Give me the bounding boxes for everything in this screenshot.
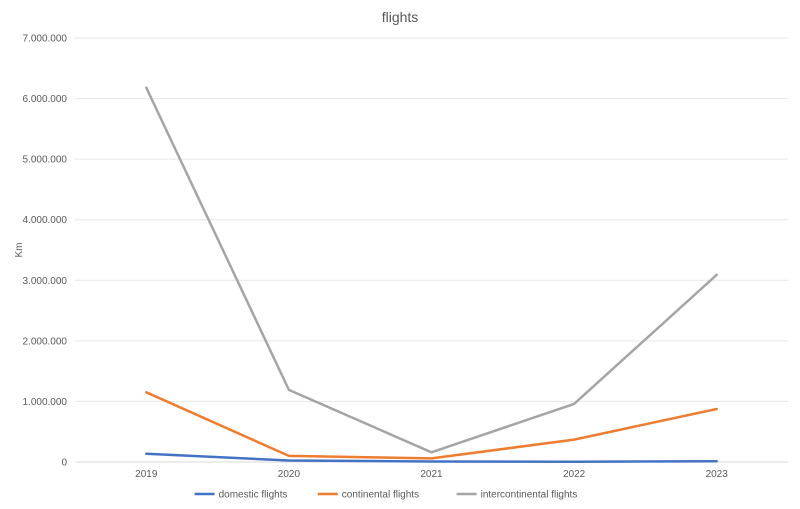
- y-tick-label: 2.000.000: [23, 336, 68, 347]
- legend-label: continental flights: [342, 490, 419, 501]
- series-lines: [145, 86, 718, 463]
- y-axis-title: Km: [14, 243, 25, 258]
- y-tick-label: 4.000.000: [23, 215, 68, 226]
- series-line-intercontinental-flights: [145, 86, 718, 454]
- x-tick-label: 2022: [563, 469, 586, 480]
- x-tick-label: 2019: [135, 469, 158, 480]
- legend: domestic flights continental flights inter…: [194, 490, 578, 501]
- y-tick-label: 0: [61, 458, 67, 469]
- chart-title: flights: [382, 9, 419, 25]
- y-tick-label: 5.000.000: [23, 155, 68, 166]
- y-axis-tick-labels: 0 1.000.000 2.000.000 3.000.000 4.000.000 5.0…: [23, 34, 68, 469]
- series-line-continental-flights: [145, 391, 718, 460]
- gridlines: [75, 37, 788, 463]
- legend-label: domestic flights: [219, 490, 288, 501]
- y-tick-label: 7.000.000: [23, 34, 68, 45]
- x-tick-label: 2023: [706, 469, 729, 480]
- x-tick-label: 2021: [420, 469, 443, 480]
- series-line-domestic-flights: [145, 452, 718, 463]
- legend-label: intercontinental flights: [481, 490, 578, 501]
- y-tick-label: 6.000.000: [23, 94, 68, 105]
- y-tick-label: 3.000.000: [23, 276, 68, 287]
- y-tick-label: 1.000.000: [23, 397, 68, 408]
- x-tick-label: 2020: [278, 469, 301, 480]
- x-axis-tick-labels: 2019 2020 2021 2022 2023: [135, 469, 728, 480]
